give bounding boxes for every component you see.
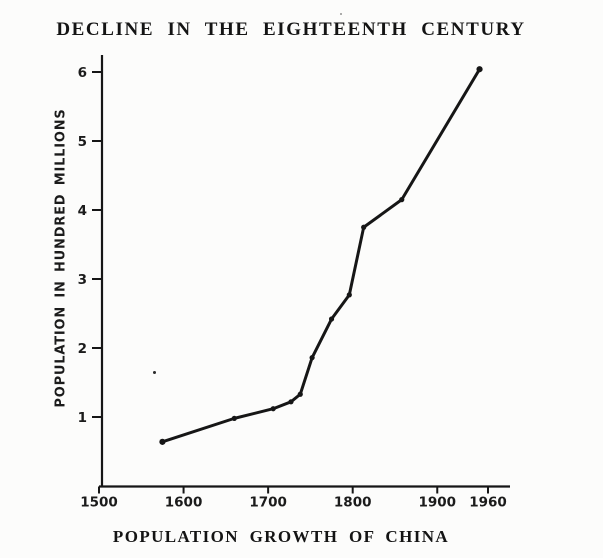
x-tick-label: 1700 [249,495,287,511]
data-point-marker [399,197,405,203]
x-tick-label: 1500 [80,495,118,511]
data-point-marker [361,224,367,230]
x-tick-label: 1900 [418,495,456,511]
chart-caption: POPULATION GROWTH OF CHINA [112,527,450,546]
population-line [160,67,482,444]
y-tick-label: 5 [78,134,87,150]
data-point-marker [231,415,237,421]
data-point-marker [297,391,303,397]
y-tick-label: 1 [78,410,87,426]
data-point-marker [270,406,276,412]
data-point-marker [346,292,352,298]
y-tick-label: 2 [78,341,87,357]
x-tick-label: 1960 [469,495,507,511]
y-tick-label: 6 [78,65,87,81]
chart-title: DECLINE IN THE EIGHTEENTH CENTURY [56,19,526,40]
data-point-marker [159,438,166,445]
print-speck [340,13,342,15]
data-point-marker [309,355,315,361]
y-tick-label: 3 [78,272,87,288]
data-point-marker [476,66,483,73]
y-tick-label: 4 [78,203,87,219]
x-tick-label: 1800 [334,495,372,511]
print-speck [153,371,156,374]
x-tick-label: 1600 [165,495,203,511]
data-point-marker [288,399,294,405]
data-point-marker [328,316,335,322]
